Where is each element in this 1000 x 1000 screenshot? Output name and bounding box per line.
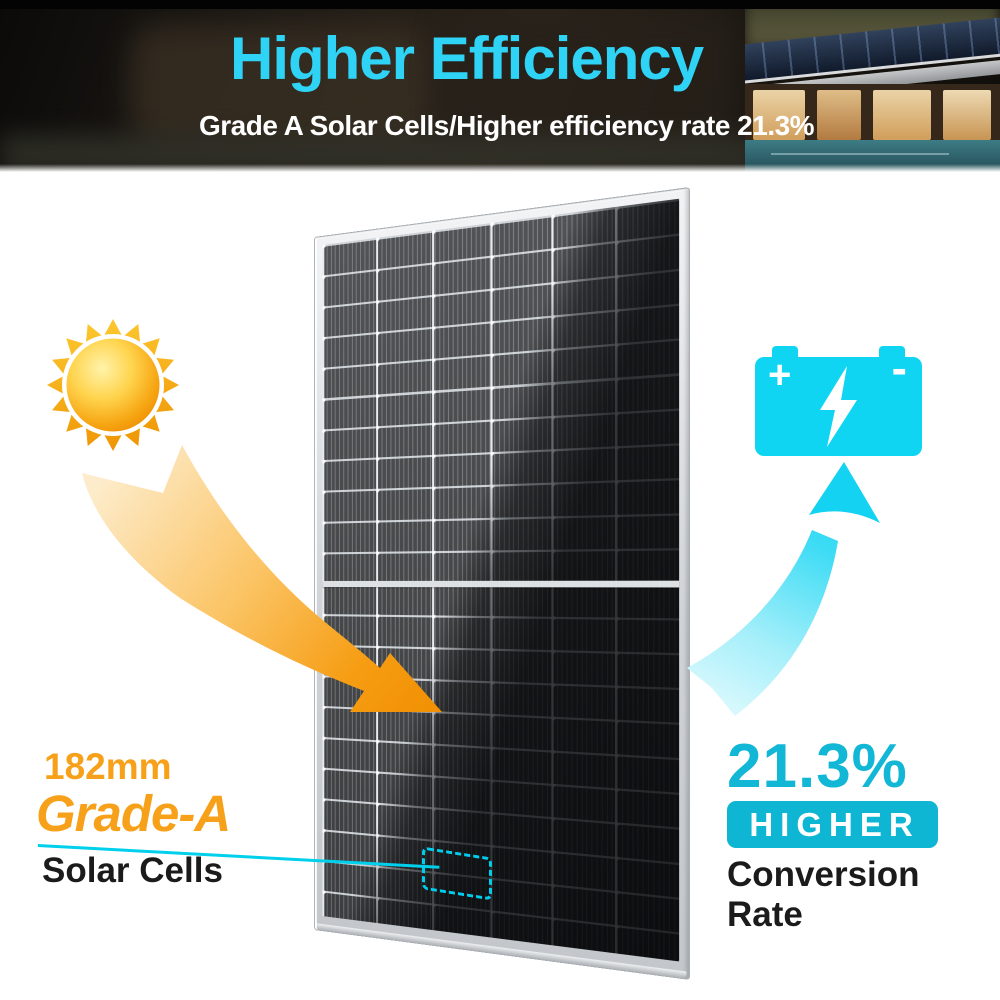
solar-panel bbox=[314, 186, 691, 981]
battery-terminal-positive bbox=[772, 346, 798, 360]
battery-icon: + - bbox=[755, 345, 922, 456]
hero-photo-blur-blob bbox=[130, 25, 430, 145]
conversion-rate-value: 21.3% bbox=[727, 732, 908, 801]
grade-label: Grade-A bbox=[36, 785, 231, 842]
hero-window bbox=[873, 90, 931, 140]
hero-window bbox=[753, 90, 805, 140]
hero-bottom-fade bbox=[0, 164, 1000, 172]
plus-sign: + bbox=[768, 353, 792, 397]
lightning-bolt-icon bbox=[820, 366, 857, 447]
hero-window bbox=[817, 90, 861, 140]
sun-icon bbox=[47, 319, 179, 451]
hero-photo-blur-blob bbox=[440, 10, 740, 155]
solar-cells-label: Solar Cells bbox=[42, 851, 223, 890]
hero-top-bar bbox=[0, 0, 1000, 9]
headline: Higher Efficiency bbox=[230, 25, 704, 92]
minus-sign: - bbox=[891, 342, 907, 394]
hero-house-photo bbox=[745, 0, 1000, 172]
hero-header: Higher Efficiency Grade A Solar Cells/Hi… bbox=[0, 0, 1000, 172]
subheadline: Grade A Solar Cells/Higher efficiency ra… bbox=[199, 110, 815, 141]
solar-panel-center-gap bbox=[322, 580, 680, 587]
higher-badge: HIGHER bbox=[727, 801, 938, 848]
conversion-rate-label: Conversion Rate bbox=[727, 855, 920, 934]
hero-window bbox=[943, 90, 991, 140]
hero-house-wall bbox=[745, 84, 1000, 142]
swoosh-arrow-up-icon bbox=[687, 462, 880, 716]
cell-size-label: 182mm bbox=[44, 746, 172, 787]
battery-terminal-negative bbox=[879, 346, 905, 360]
